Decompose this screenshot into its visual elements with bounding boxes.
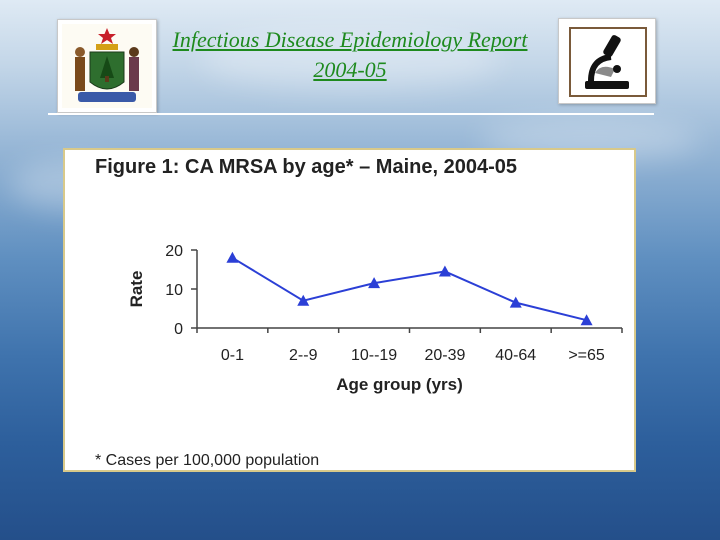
maine-state-seal-icon	[57, 19, 157, 113]
figure-title: Figure 1: CA MRSA by age* – Maine, 2004-…	[95, 156, 517, 178]
background-cloud	[200, 30, 500, 90]
y-tick-label: 20	[165, 243, 183, 260]
figure-panel: Figure 1: CA MRSA by age* – Maine, 2004-…	[63, 148, 636, 472]
y-axis-label: Rate	[127, 271, 146, 308]
x-tick-label: 2--9	[289, 347, 318, 364]
y-tick-label: 0	[174, 321, 183, 338]
data-point-marker	[368, 277, 381, 289]
x-tick-label: 0-1	[221, 347, 244, 364]
x-tick-label: 10--19	[351, 347, 397, 364]
data-point-marker	[580, 314, 593, 326]
data-point-marker	[438, 265, 451, 277]
y-tick-label: 10	[165, 282, 183, 299]
line-chart: 0 10 20 0-1 2--9 10--19 20-39 40-64 >=65 Rate Age …	[127, 243, 623, 394]
microscope-logo	[558, 18, 656, 104]
data-point-marker	[297, 294, 310, 306]
report-title: Infectious Disease Epidemiology Report 2…	[150, 25, 550, 85]
report-title-line2: 2004-05	[313, 57, 387, 82]
report-title-line1: Infectious Disease Epidemiology Report	[172, 27, 528, 52]
x-tick-label: 20-39	[424, 347, 465, 364]
series-line	[231, 256, 587, 322]
figure-footnote: * Cases per 100,000 population	[95, 452, 320, 469]
data-point-marker	[509, 296, 522, 308]
x-tick-label: >=65	[568, 347, 605, 364]
microscope-icon	[585, 35, 629, 89]
data-point-marker	[226, 251, 239, 263]
x-tick-label: 40-64	[495, 347, 536, 364]
x-axis-label: Age group (yrs)	[336, 375, 463, 394]
header-divider	[48, 113, 654, 115]
